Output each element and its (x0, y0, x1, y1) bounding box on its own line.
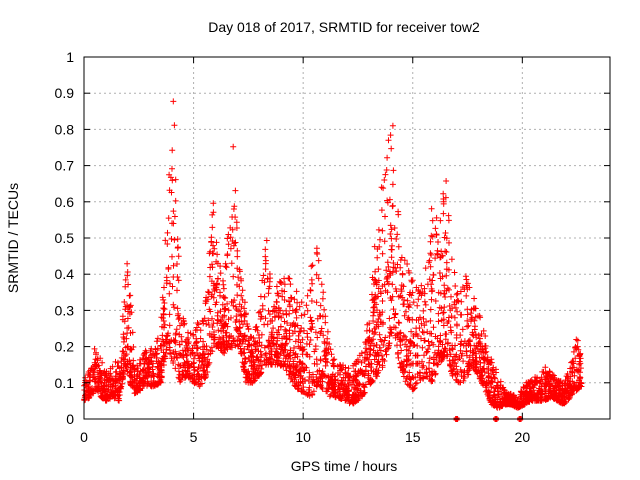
y-tick-label: 0.4 (55, 266, 75, 282)
y-tick-label: 0 (66, 411, 74, 427)
x-tick-label: 10 (295, 429, 311, 445)
x-tick-label: 5 (190, 429, 198, 445)
x-axis-label: GPS time / hours (291, 458, 398, 474)
y-tick-label: 0.8 (55, 121, 75, 137)
chart-title: Day 018 of 2017, SRMTID for receiver tow… (208, 19, 480, 35)
y-tick-label: 1 (66, 49, 74, 65)
y-tick-label: 0.1 (55, 375, 75, 391)
x-tick-label: 20 (515, 429, 531, 445)
x-tick-label: 0 (80, 429, 88, 445)
y-tick-label: 0.3 (55, 302, 75, 318)
y-tick-label: 0.5 (55, 230, 75, 246)
axis-layer: 00.10.20.30.40.50.60.70.80.910 5 10 15 20 (55, 49, 611, 445)
y-tick-label: 0.6 (55, 194, 75, 210)
y-tick-label: 0.9 (55, 85, 75, 101)
points-layer (81, 98, 585, 422)
plot-border (83, 56, 611, 420)
srmtid-points (81, 98, 585, 422)
x-tick-label: 15 (405, 429, 421, 445)
y-axis-label: SRMTID / TECUs (5, 183, 21, 293)
y-tick-label: 0.2 (55, 339, 75, 355)
y-tick-label: 0.7 (55, 158, 75, 174)
